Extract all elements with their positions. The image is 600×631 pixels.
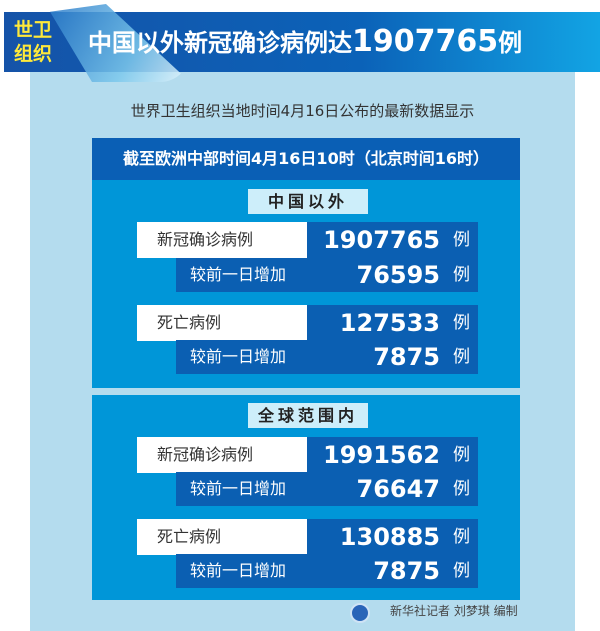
value-number: 1907765	[323, 226, 440, 254]
section-label: 全球范围内	[248, 403, 368, 428]
who-badge: 世卫 组织	[8, 14, 58, 70]
row-label: 新冠确诊病例	[137, 222, 307, 258]
value-unit: 例	[453, 479, 470, 499]
subtitle: 世界卫生组织当地时间4月16日公布的最新数据显示	[130, 102, 475, 120]
value-unit: 例	[453, 230, 470, 250]
row-value: 7875 例	[307, 554, 478, 588]
value-number: 7875	[373, 557, 440, 585]
value-unit: 例	[453, 347, 470, 367]
row-value: 76595 例	[307, 258, 478, 292]
value-unit: 例	[453, 527, 470, 547]
row-value: 127533 例	[307, 305, 478, 341]
row-label: 较前一日增加	[176, 340, 307, 374]
section-label: 中国以外	[248, 189, 368, 214]
row-label: 新冠确诊病例	[137, 437, 307, 473]
value-number: 1991562	[323, 441, 440, 469]
row-value: 130885 例	[307, 519, 478, 555]
page-title: 中国以外新冠确诊病例达1907765例	[88, 22, 522, 63]
row-value: 1907765 例	[307, 222, 478, 258]
section-2: 全球范围内 新冠确诊病例 1991562 例较前一日增加 76647 例死亡病例 13088…	[92, 395, 520, 600]
value-unit: 例	[453, 265, 470, 285]
badge-line-1: 世卫	[13, 19, 52, 41]
footer-credit: 新华社记者 刘梦琪 编制	[390, 604, 518, 618]
badge-line-2: 组织	[13, 43, 52, 65]
title-prefix: 中国以外新冠确诊病例达	[88, 29, 352, 57]
row-label: 较前一日增加	[176, 258, 307, 292]
title-number: 1907765	[352, 24, 499, 59]
value-unit: 例	[453, 313, 470, 333]
value-unit: 例	[453, 445, 470, 465]
value-number: 127533	[339, 309, 440, 337]
row-value: 1991562 例	[307, 437, 478, 473]
row-label: 死亡病例	[137, 305, 307, 341]
title-suffix: 例	[498, 29, 523, 57]
xinhua-logo-icon	[350, 603, 370, 623]
row-value: 76647 例	[307, 472, 478, 506]
value-number: 130885	[339, 523, 440, 551]
row-label: 较前一日增加	[176, 472, 307, 506]
value-number: 7875	[373, 343, 440, 371]
row-label: 较前一日增加	[176, 554, 307, 588]
value-number: 76647	[356, 475, 441, 503]
section-1: 中国以外 新冠确诊病例 1907765 例较前一日增加 76595 例死亡病例 127533…	[92, 180, 520, 388]
value-unit: 例	[453, 561, 470, 581]
time-bar: 截至欧洲中部时间4月16日10时（北京时间16时）	[92, 138, 520, 180]
row-value: 7875 例	[307, 340, 478, 374]
value-number: 76595	[356, 261, 441, 289]
row-label: 死亡病例	[137, 519, 307, 555]
